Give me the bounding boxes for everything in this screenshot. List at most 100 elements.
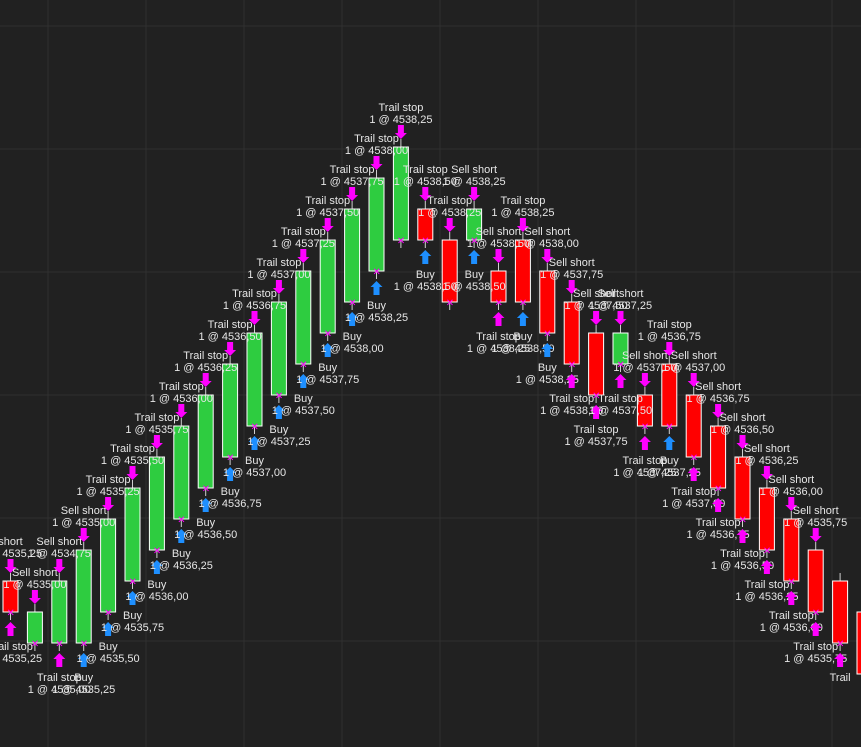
- annotation-name: Trail stop: [598, 393, 643, 405]
- annotation-name: Sell short: [36, 536, 82, 548]
- annotation-price: 1 @ 4536,25: [174, 362, 237, 374]
- exit-marker-icon: ✕: [299, 360, 307, 371]
- annotation-price: 1 @ 4536,75: [638, 331, 701, 343]
- brick-down: [783, 518, 800, 582]
- annotation-price: 1 @ 4537,50: [589, 405, 652, 417]
- annotation-price: 1 @ 4535,25: [77, 486, 140, 498]
- annotation-name: Trail stop: [549, 393, 594, 405]
- annotation-name: Trail stop: [574, 424, 619, 436]
- brick-up: [75, 549, 92, 644]
- buy-arrow-icon: [516, 312, 529, 326]
- sell-arrow-icon: [77, 528, 90, 542]
- annotation-price: 1 @ 4535,00: [28, 684, 91, 696]
- exit-arrow-icon: [4, 622, 17, 636]
- annotation-name: Buy: [318, 362, 337, 374]
- brick-down: [588, 332, 605, 396]
- brick-up: [368, 177, 385, 272]
- annotation-name: Trail stop: [378, 102, 423, 114]
- annotation-name: Trail stop: [720, 548, 765, 560]
- exit-arrow-icon: [590, 405, 603, 419]
- buy-arrow-icon: [199, 498, 212, 512]
- annotation-price: 1 @ 4536,75: [199, 498, 262, 510]
- brick-up: [26, 611, 43, 644]
- annotation-price: 1 @ 4537,25: [638, 467, 701, 479]
- annotation-name: Sell short: [768, 474, 814, 486]
- annotation-price: 1 @ 4538,25: [467, 343, 530, 355]
- sell-arrow-icon: [687, 373, 700, 387]
- sell-arrow-icon: [492, 249, 505, 263]
- sell-arrow-icon: [199, 373, 212, 387]
- brick-up: [222, 363, 239, 458]
- annotation-price: 1 @ 4537,75: [540, 269, 603, 281]
- brick-up: [173, 425, 190, 520]
- sell-arrow-icon: [760, 466, 773, 480]
- sell-arrow-icon: [175, 404, 188, 418]
- brick-up: [100, 518, 117, 613]
- sell-arrow-icon: [297, 249, 310, 263]
- annotation-price: 1 @ 4537,50: [272, 405, 335, 417]
- sell-arrow-icon: [785, 497, 798, 511]
- annotation-name: Trail stop: [696, 517, 741, 529]
- annotation-name: Buy: [269, 424, 288, 436]
- annotation-price: 1 @ 4537,25: [247, 436, 310, 448]
- buy-arrow-icon: [321, 343, 334, 357]
- sell-arrow-icon: [4, 559, 17, 573]
- buy-arrow-icon: [272, 405, 285, 419]
- buy-arrow-icon: [224, 467, 237, 481]
- annotation-name: Trail stop: [183, 350, 228, 362]
- brick-up: [466, 208, 483, 241]
- buy-arrow-icon: [297, 374, 310, 388]
- exit-marker-icon: ✕: [275, 391, 283, 402]
- brick-down: [2, 580, 19, 613]
- annotation-name: Buy: [74, 672, 93, 684]
- annotation-price: 1 @ 4536,25: [735, 455, 798, 467]
- annotation-name: Sell short: [549, 257, 595, 269]
- annotation-price: 1 @ 4538,00: [516, 238, 579, 250]
- brick-up: [392, 146, 409, 241]
- annotation-price: 1 @ 4538,25: [369, 114, 432, 126]
- exit-marker-icon: ✕: [421, 236, 429, 247]
- sell-arrow-icon: [28, 590, 41, 604]
- annotation-name: Trail stop: [86, 474, 131, 486]
- sell-arrow-icon: [321, 218, 334, 232]
- annotation-price: 1 @ 4537,25: [589, 300, 652, 312]
- annotation-price: 1 @ 4536,00: [150, 393, 213, 405]
- annotation-name: Sell short: [524, 226, 570, 238]
- annotation-name: Trail stop: [134, 412, 179, 424]
- exit-arrow-icon: [492, 312, 505, 326]
- annotation-price: 1 @ 4538,50: [491, 343, 554, 355]
- annotation-name: Trail stop: [208, 319, 253, 331]
- sell-arrow-icon: [565, 280, 578, 294]
- renko-bricks: ✕✕✕✕✕✕✕✕✕✕✕✕✕✕✕✕✕✕✕✕✕✕✕✕✕✕✕✕✕✕✕✕✕✕✕✕: [2, 139, 861, 681]
- annotation-name: Buy: [367, 300, 386, 312]
- annotation-name: Buy: [245, 455, 264, 467]
- exit-arrow-icon: [712, 498, 725, 512]
- brick-down: [856, 611, 861, 675]
- exit-marker-icon: ✕: [568, 360, 576, 371]
- sell-arrow-icon: [541, 249, 554, 263]
- annotation-price: 1 @ 4535,00: [52, 517, 115, 529]
- sell-arrow-icon: [150, 435, 163, 449]
- exit-marker-icon: ✕: [812, 608, 820, 619]
- exit-marker-icon: ✕: [251, 422, 259, 433]
- brick-down: [661, 363, 678, 427]
- annotation-price: 1 @ 4538,25: [418, 207, 481, 219]
- annotation-price: 1 @ 4538,50: [394, 176, 457, 188]
- annotation-name: Trail stop: [500, 195, 545, 207]
- buy-arrow-icon: [126, 591, 139, 605]
- annotation-name: Trail stop: [0, 641, 33, 653]
- buy-arrow-icon: [419, 250, 432, 264]
- annotation-name: Trail stop: [403, 164, 448, 176]
- annotation-name: Trail stop: [110, 443, 155, 455]
- exit-marker-icon: ✕: [177, 515, 185, 526]
- annotation-price: 1 @ 4535,25: [0, 548, 42, 560]
- annotation-name: Sell short: [793, 505, 839, 517]
- annotation-price: 1 @ 4536,00: [125, 591, 188, 603]
- buy-arrow-icon: [370, 281, 383, 295]
- annotation-price: 1 @ 4535,75: [784, 653, 847, 665]
- sell-arrow-icon: [614, 311, 627, 325]
- exit-marker-icon: ✕: [495, 298, 503, 309]
- exit-marker-icon: ✕: [446, 298, 454, 309]
- sell-arrow-icon: [712, 404, 725, 418]
